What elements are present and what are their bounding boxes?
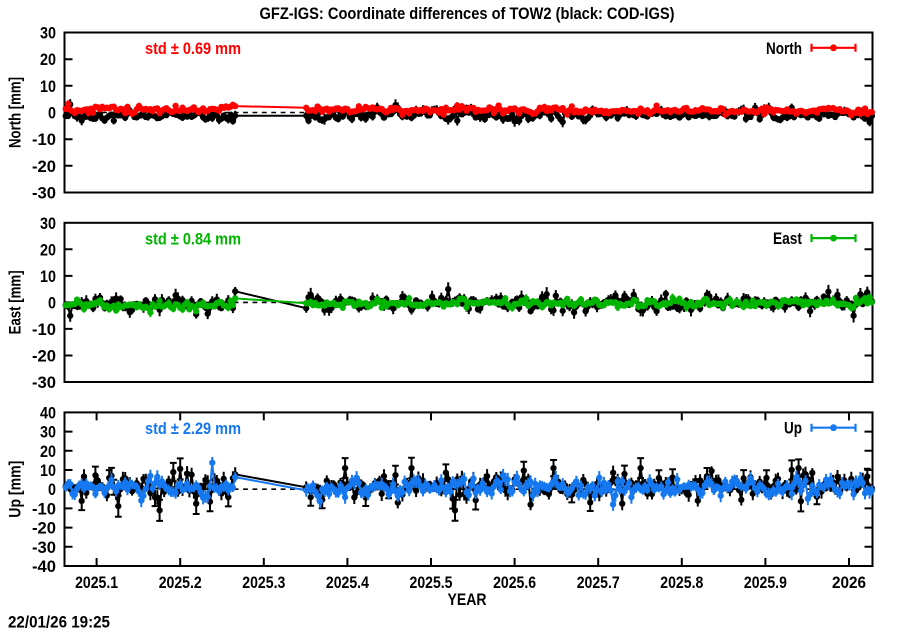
svg-text:10: 10 — [40, 77, 56, 96]
svg-text:0: 0 — [48, 104, 56, 123]
svg-text:-40: -40 — [32, 557, 56, 576]
svg-text:-20: -20 — [32, 519, 56, 538]
svg-text:East [mm]: East [mm] — [6, 270, 25, 334]
svg-text:2025.7: 2025.7 — [577, 573, 620, 592]
svg-text:40: 40 — [40, 403, 56, 422]
svg-text:-10: -10 — [32, 499, 56, 518]
svg-text:std ± 0.69 mm: std ± 0.69 mm — [145, 39, 241, 58]
svg-text:2026: 2026 — [832, 573, 866, 592]
svg-text:2025.8: 2025.8 — [660, 573, 703, 592]
svg-text:2025.4: 2025.4 — [326, 573, 369, 592]
svg-text:20: 20 — [40, 240, 56, 259]
svg-text:20: 20 — [40, 50, 56, 69]
svg-text:2025.1: 2025.1 — [75, 573, 118, 592]
svg-text:std ± 0.84 mm: std ± 0.84 mm — [145, 229, 241, 248]
svg-text:-30: -30 — [32, 538, 56, 557]
svg-text:Up: Up — [784, 419, 802, 438]
svg-text:2025.3: 2025.3 — [242, 573, 285, 592]
svg-text:North [mm]: North [mm] — [6, 77, 25, 148]
svg-text:10: 10 — [40, 461, 56, 480]
svg-text:20: 20 — [40, 442, 56, 461]
svg-text:2025.5: 2025.5 — [410, 573, 453, 592]
svg-text:2025.9: 2025.9 — [744, 573, 787, 592]
svg-text:-10: -10 — [32, 130, 56, 149]
svg-text:-30: -30 — [32, 184, 56, 203]
svg-text:0: 0 — [48, 480, 56, 499]
svg-text:YEAR: YEAR — [448, 590, 487, 609]
svg-text:North: North — [766, 39, 802, 58]
svg-text:GFZ-IGS: Coordinate difference: GFZ-IGS: Coordinate differences of TOW2 … — [260, 4, 675, 23]
svg-text:East: East — [773, 229, 802, 248]
svg-text:2025.6: 2025.6 — [493, 573, 536, 592]
svg-text:2025.2: 2025.2 — [159, 573, 202, 592]
svg-text:22/01/26 19:25: 22/01/26 19:25 — [8, 613, 110, 631]
svg-text:-20: -20 — [32, 157, 56, 176]
svg-text:30: 30 — [40, 423, 56, 442]
svg-text:Up [mm]: Up [mm] — [6, 461, 25, 518]
svg-text:-30: -30 — [32, 373, 56, 392]
svg-text:10: 10 — [40, 267, 56, 286]
svg-text:30: 30 — [40, 214, 56, 233]
svg-text:-10: -10 — [32, 320, 56, 339]
svg-text:std ± 2.29 mm: std ± 2.29 mm — [145, 419, 241, 438]
svg-text:0: 0 — [48, 293, 56, 312]
svg-text:-20: -20 — [32, 347, 56, 366]
svg-text:30: 30 — [40, 24, 56, 43]
